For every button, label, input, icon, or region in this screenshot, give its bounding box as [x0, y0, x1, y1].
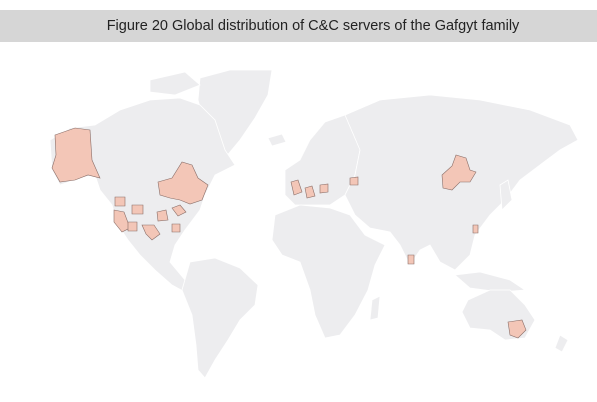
highlighted-region [507, 319, 527, 339]
highlighted-region [171, 204, 187, 217]
highlighted-region [156, 209, 169, 222]
landmass [554, 334, 569, 353]
highlighted-region [441, 154, 477, 191]
landmass [181, 257, 259, 379]
highlighted-region [114, 196, 126, 207]
highlighted-region [290, 179, 303, 196]
highlighted-region [407, 254, 415, 265]
landmass [344, 94, 579, 271]
landmass [461, 289, 536, 341]
highlighted-region [171, 223, 181, 233]
highlighted-region [349, 176, 359, 186]
highlighted-region [113, 209, 131, 233]
landmass [454, 271, 527, 293]
landmass [49, 97, 236, 297]
highlighted-region [127, 221, 138, 232]
highlighted-region [157, 161, 209, 205]
figure-title: Figure 20 Global distribution of C&C ser… [106, 18, 520, 34]
landmass [271, 204, 386, 339]
highlighted-region [472, 224, 479, 234]
highlighted-region [304, 185, 316, 199]
landmass [499, 179, 513, 211]
highlighted-region [51, 127, 101, 183]
landmass [149, 71, 201, 96]
landmass [267, 133, 287, 147]
title-bar: Figure 20 Global distribution of C&C ser… [0, 10, 597, 42]
highlighted-region [131, 204, 144, 215]
highlighted-region [319, 183, 329, 194]
highlighted-region [141, 224, 161, 241]
landmass [369, 295, 381, 321]
